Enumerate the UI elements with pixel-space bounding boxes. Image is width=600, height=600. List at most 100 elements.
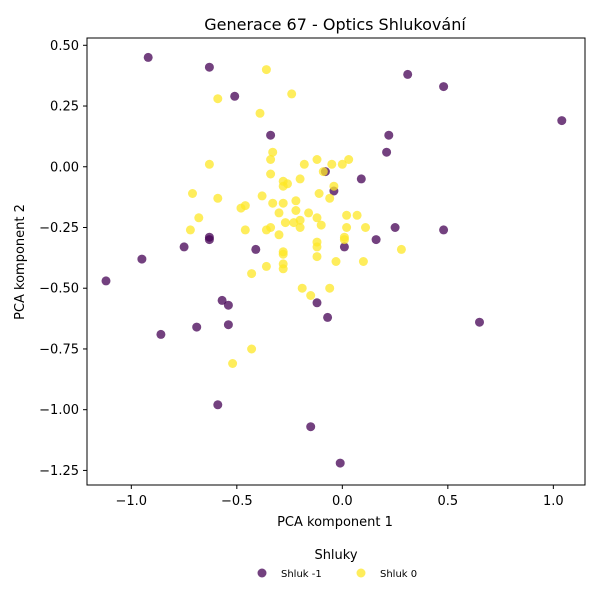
point-series-0-21 [101, 276, 111, 286]
point-series-1-4 [268, 147, 278, 157]
point-series-0-28 [475, 317, 484, 327]
y-tick-label: 0.50 [50, 39, 79, 54]
point-series-1-64 [306, 291, 316, 300]
point-series-1-58 [278, 264, 288, 274]
point-series-0-4 [439, 82, 449, 92]
point-series-1-26 [278, 198, 288, 208]
point-series-1-3 [255, 108, 265, 118]
point-series-1-0 [261, 65, 271, 75]
chart-title: Generace 67 - Optics Shlukování [204, 15, 466, 34]
x-axis-ticks: −1.0 −0.5 0.0 0.5 1.0 [116, 485, 564, 509]
point-series-0-16 [371, 235, 381, 245]
point-series-1-63 [325, 283, 335, 293]
point-series-0-22 [217, 295, 227, 305]
x-tick-label: 0.5 [437, 494, 458, 509]
point-series-0-31 [306, 422, 316, 432]
y-tick-label: −0.50 [39, 282, 79, 297]
point-series-1-31 [304, 208, 314, 218]
point-series-0-18 [339, 242, 349, 252]
x-tick-label: 1.0 [543, 494, 564, 509]
point-series-1-1 [287, 89, 297, 99]
point-series-0-25 [323, 312, 333, 322]
point-series-1-34 [352, 210, 362, 220]
point-series-1-22 [325, 193, 335, 203]
point-series-1-14 [295, 174, 305, 184]
point-series-1-8 [204, 159, 214, 169]
point-series-1-35 [312, 213, 322, 223]
y-axis-ticks: −1.25 −1.00 −0.75 −0.50 −0.25 0.00 0.25 0.50 [39, 39, 87, 479]
point-series-0-15 [204, 235, 214, 245]
point-series-0-2 [230, 91, 240, 101]
x-tick-label: −1.0 [116, 494, 148, 509]
point-series-1-10 [327, 159, 337, 169]
point-series-1-61 [247, 269, 257, 279]
point-series-1-42 [240, 225, 250, 235]
y-tick-label: −0.75 [39, 342, 79, 357]
point-series-1-59 [331, 257, 341, 266]
legend-label-shluk-0: Shluk 0 [380, 569, 417, 580]
x-tick-label: −0.5 [221, 494, 253, 509]
point-series-1-44 [342, 223, 352, 232]
data-points [101, 52, 567, 468]
point-series-0-30 [213, 400, 223, 410]
point-series-0-7 [384, 130, 394, 140]
y-tick-label: −1.25 [39, 464, 79, 479]
point-series-0-27 [192, 322, 202, 332]
legend-title: Shluky [314, 548, 357, 563]
point-series-1-43 [261, 225, 271, 235]
legend-marker-shluk-0 [356, 568, 366, 578]
point-series-0-29 [156, 329, 166, 339]
point-series-0-5 [266, 130, 276, 140]
y-tick-label: −0.25 [39, 221, 79, 236]
point-series-1-49 [339, 235, 349, 245]
legend-label-shluk-minus1: Shluk -1 [281, 569, 322, 580]
point-series-0-13 [439, 225, 449, 235]
point-series-1-60 [358, 257, 368, 266]
point-series-1-20 [257, 191, 267, 201]
point-series-1-53 [278, 249, 288, 259]
point-series-1-21 [314, 189, 324, 198]
point-series-0-8 [382, 147, 392, 157]
point-series-0-24 [312, 298, 322, 308]
point-series-1-6 [344, 155, 354, 164]
point-series-1-57 [261, 261, 271, 271]
legend: Shluky Shluk -1 Shluk 0 [257, 548, 417, 580]
x-tick-label: 0.0 [332, 494, 353, 509]
point-series-0-32 [335, 458, 345, 468]
point-series-1-2 [213, 94, 223, 104]
point-series-1-38 [289, 218, 299, 228]
point-series-1-24 [291, 196, 301, 206]
legend-marker-shluk-minus1 [257, 568, 267, 578]
point-series-1-40 [295, 223, 305, 232]
point-series-1-54 [396, 244, 406, 254]
point-series-1-37 [280, 218, 290, 228]
point-series-1-32 [194, 213, 204, 223]
point-series-1-28 [236, 203, 246, 213]
x-axis-label: PCA komponent 1 [277, 515, 393, 530]
point-series-1-7 [312, 155, 322, 164]
point-series-1-65 [247, 344, 257, 354]
point-series-0-19 [251, 244, 261, 254]
point-series-0-17 [179, 242, 189, 252]
point-series-1-13 [266, 169, 276, 179]
point-series-1-33 [342, 210, 352, 220]
point-series-1-29 [291, 206, 301, 215]
y-tick-label: 0.00 [50, 160, 79, 175]
point-series-1-5 [266, 155, 276, 164]
point-series-0-1 [204, 62, 214, 72]
point-series-1-55 [312, 252, 322, 262]
point-series-1-66 [228, 359, 238, 368]
point-series-1-12 [318, 167, 328, 177]
point-series-1-62 [297, 283, 307, 293]
y-tick-label: 0.25 [50, 100, 79, 115]
point-series-0-12 [390, 223, 400, 232]
point-series-0-20 [137, 254, 147, 264]
point-series-1-46 [185, 225, 195, 235]
point-series-1-39 [316, 220, 326, 230]
point-series-0-0 [143, 52, 153, 62]
point-series-0-23 [223, 300, 233, 310]
plot-area-frame [86, 37, 586, 486]
point-series-0-10 [356, 174, 366, 184]
point-series-1-47 [274, 230, 284, 240]
